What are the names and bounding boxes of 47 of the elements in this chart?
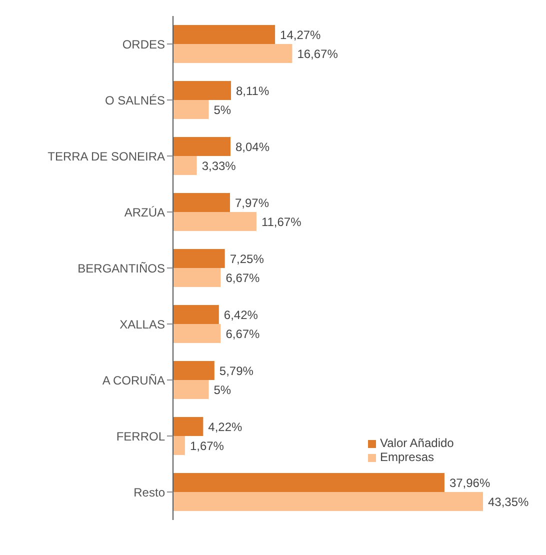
y-tick-label: ORDES	[122, 37, 165, 52]
data-label: 3,33%	[202, 158, 236, 173]
legend-label: Valor Añadido	[380, 436, 454, 450]
y-tick-label: A CORUÑA	[102, 373, 165, 388]
bar	[173, 436, 185, 455]
data-label: 5%	[214, 382, 232, 397]
y-tick-label: Resto	[134, 485, 166, 500]
bar	[173, 44, 292, 63]
y-tick-label: O SALNÉS	[104, 93, 165, 108]
data-label: 5%	[214, 102, 232, 117]
bar	[173, 100, 209, 119]
data-label: 6,67%	[226, 270, 260, 285]
bar	[173, 81, 231, 100]
bar	[173, 137, 230, 156]
bar	[173, 249, 225, 268]
data-label: 6,42%	[224, 308, 258, 322]
data-label: 16,67%	[297, 46, 338, 61]
bar	[173, 25, 276, 44]
y-tick-label: XALLAS	[120, 317, 165, 332]
bar	[173, 212, 256, 231]
data-label: 7,97%	[234, 196, 270, 210]
data-label: 7,25%	[230, 252, 264, 266]
data-label: 14,27%	[280, 28, 322, 42]
bar	[173, 156, 197, 175]
y-tick-label: TERRA DE SONEIRA	[48, 149, 165, 164]
data-label: 4,22%	[208, 420, 243, 434]
data-label: 8,11%	[236, 84, 270, 98]
y-tick-label: BERGANTIÑOS	[78, 261, 165, 276]
legend-label: Empresas	[380, 450, 434, 464]
y-tick-label: ARZÚA	[124, 205, 165, 220]
data-label: 11,67%	[261, 214, 302, 229]
data-label: 6,67%	[226, 326, 260, 341]
y-tick-label: FERROL	[116, 429, 166, 444]
bar	[173, 305, 219, 324]
bar	[173, 492, 483, 511]
bar	[173, 417, 204, 436]
data-label: 37,96%	[449, 476, 490, 490]
bar	[173, 361, 214, 380]
data-label: 1,67%	[190, 438, 224, 453]
bar	[173, 324, 221, 343]
bar	[173, 473, 444, 492]
data-label: 5,79%	[219, 364, 254, 378]
data-label: 8,04%	[235, 140, 270, 154]
bar	[173, 193, 230, 212]
data-label: 43,35%	[488, 494, 530, 509]
bar	[173, 380, 209, 399]
bar	[173, 268, 221, 287]
